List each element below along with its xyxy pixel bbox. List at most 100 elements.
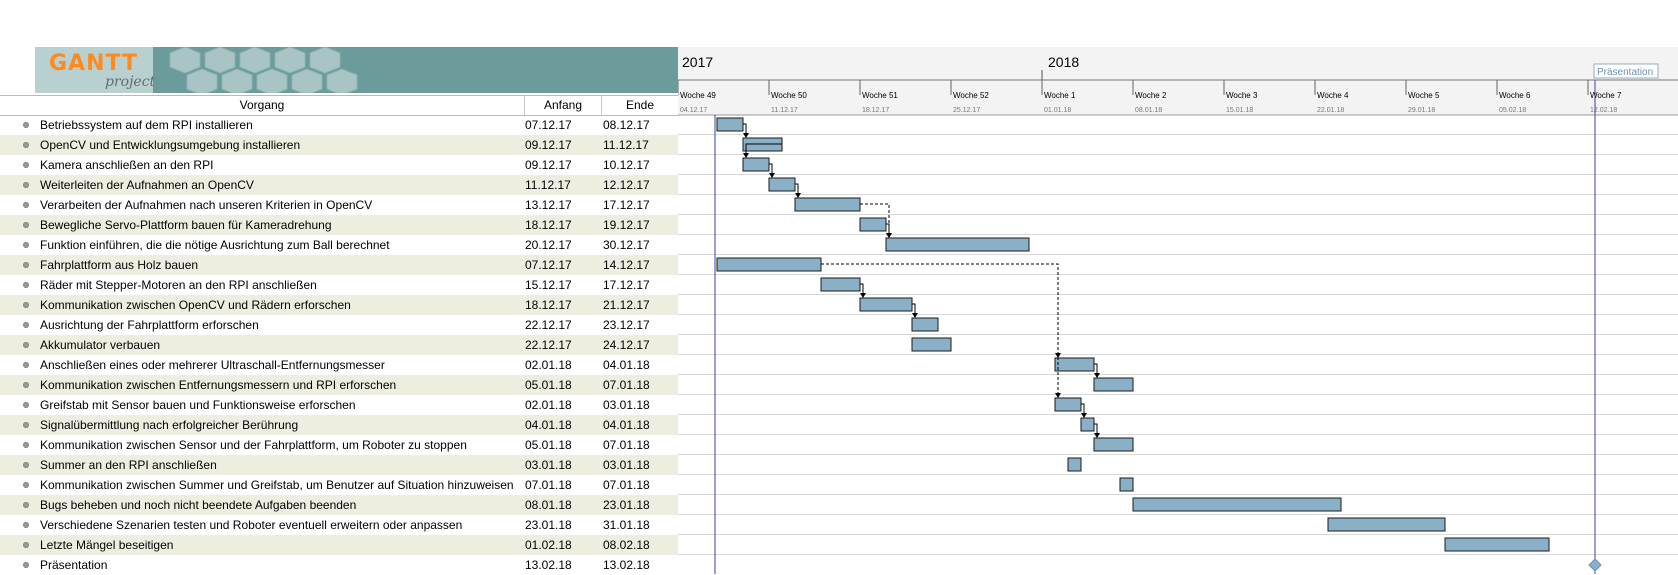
week-date: 05.02.18 <box>1499 107 1526 114</box>
task-name: Kommunikation zwischen Summer und Greifs… <box>40 478 514 492</box>
table-row[interactable]: Kommunikation zwischen Sensor und der Fa… <box>0 435 678 455</box>
table-row[interactable]: Akkumulator verbauen 22.12.17 24.12.17 <box>0 335 678 355</box>
week-date: 04.12.17 <box>680 107 707 114</box>
week-date: 25.12.17 <box>953 107 980 114</box>
table-row[interactable]: Ausrichtung der Fahrplattform erforschen… <box>0 315 678 335</box>
table-row[interactable]: Räder mit Stepper-Motoren an den RPI ans… <box>0 275 678 295</box>
bullet-icon <box>23 542 29 548</box>
task-end: 07.01.18 <box>603 478 650 492</box>
task-bar <box>1132 497 1342 512</box>
task-name: Kommunikation zwischen Entfernungsmesser… <box>40 378 397 392</box>
logo-band: GANTT project <box>35 47 678 93</box>
table-row[interactable]: Signalübermittlung nach erfolgreicher Be… <box>0 415 678 435</box>
table-row[interactable]: Bewegliche Servo-Plattform bauen für Kam… <box>0 215 678 235</box>
task-bar <box>859 297 913 312</box>
bullet-icon <box>23 502 29 508</box>
table-row[interactable]: Letzte Mängel beseitigen 01.02.18 08.02.18 <box>0 535 678 555</box>
task-bar <box>1067 457 1082 472</box>
task-name: Ausrichtung der Fahrplattform erforschen <box>40 318 259 332</box>
dependency-link <box>743 123 747 136</box>
task-end: 24.12.17 <box>603 338 650 352</box>
task-end: 04.01.18 <box>603 358 650 372</box>
column-header-end[interactable]: Ende <box>625 98 655 112</box>
bullet-icon <box>23 322 29 328</box>
task-table-header: Vorgang Anfang Ende <box>0 95 678 116</box>
dependency-arrow <box>1055 353 1061 358</box>
table-row[interactable]: Summer an den RPI anschließen 03.01.18 03.… <box>0 455 678 475</box>
task-name: Räder mit Stepper-Motoren an den RPI ans… <box>40 278 317 292</box>
logo-gantt-text: GANTT <box>49 51 139 76</box>
table-row[interactable]: Kommunikation zwischen Summer und Greifs… <box>0 475 678 495</box>
week-date: 29.01.18 <box>1408 107 1435 114</box>
table-row[interactable]: Funktion einführen, die die nötige Ausri… <box>0 235 678 255</box>
table-row[interactable]: Verarbeiten der Aufnahmen nach unseren K… <box>0 195 678 215</box>
task-bar <box>911 317 939 332</box>
week-label: Woche 5 <box>1408 91 1440 100</box>
task-name: Signalübermittlung nach erfolgreicher Be… <box>40 418 299 432</box>
dependency-arrow <box>860 293 866 298</box>
bullet-icon <box>23 522 29 528</box>
dependency-link <box>745 143 782 156</box>
milestone-label-box <box>1593 63 1659 79</box>
task-bar <box>911 337 952 352</box>
task-name: Greifstab mit Sensor bauen und Funktions… <box>40 398 356 412</box>
table-row[interactable]: OpenCV und Entwicklungsumgebung installi… <box>0 135 678 155</box>
table-row[interactable]: Kommunikation zwischen OpenCV und Rädern… <box>0 295 678 315</box>
week-date: 18.12.17 <box>862 107 889 114</box>
week-label: Woche 3 <box>1226 91 1258 100</box>
dependency-arrow <box>769 173 775 178</box>
table-row[interactable]: Betriebssystem auf dem RPI installieren 0… <box>0 115 678 135</box>
task-name: Bewegliche Servo-Plattform bauen für Kam… <box>40 218 332 232</box>
table-row[interactable]: Greifstab mit Sensor bauen und Funktions… <box>0 395 678 415</box>
bullet-icon <box>23 362 29 368</box>
table-row[interactable]: Bugs beheben und noch nicht beendete Auf… <box>0 495 678 515</box>
task-end: 14.12.17 <box>603 258 650 272</box>
week-label: Woche 52 <box>953 91 989 100</box>
task-name: Anschließen eines oder mehrerer Ultrasch… <box>40 358 385 372</box>
timeline-header-bg <box>678 47 1678 115</box>
task-start: 05.01.18 <box>525 438 572 452</box>
task-start: 02.01.18 <box>525 358 572 372</box>
bullet-icon <box>23 382 29 388</box>
task-bar <box>768 177 796 192</box>
bullet-icon <box>23 482 29 488</box>
task-bar <box>794 197 861 212</box>
task-bar <box>1327 517 1446 532</box>
table-row[interactable]: Kamera anschließen an den RPI 09.12.17 10.… <box>0 155 678 175</box>
task-start: 08.01.18 <box>525 498 572 512</box>
table-row[interactable]: Verschiedene Szenarien testen und Robote… <box>0 515 678 535</box>
bullet-icon <box>23 162 29 168</box>
dependency-link <box>1081 403 1085 416</box>
dependency-link <box>769 163 773 176</box>
task-start: 20.12.17 <box>525 238 572 252</box>
task-end: 30.12.17 <box>603 238 650 252</box>
task-bar <box>742 157 770 172</box>
bullet-icon <box>23 242 29 248</box>
week-date: 08.01.18 <box>1135 107 1162 114</box>
dependency-arrow <box>1081 413 1087 418</box>
week-label: Woche 4 <box>1317 91 1349 100</box>
task-name: Letzte Mängel beseitigen <box>40 538 174 552</box>
task-name: OpenCV und Entwicklungsumgebung installi… <box>40 138 301 152</box>
column-header-start[interactable]: Anfang <box>525 96 602 115</box>
task-bar <box>1093 377 1134 392</box>
task-start: 18.12.17 <box>525 218 572 232</box>
week-date: 22.01.18 <box>1317 107 1344 114</box>
column-header-name[interactable]: Vorgang <box>0 96 525 115</box>
table-row[interactable]: Fahrplattform aus Holz bauen 07.12.17 14.1… <box>0 255 678 275</box>
dependency-arrow <box>1055 393 1061 398</box>
task-end: 11.12.17 <box>603 138 649 152</box>
task-end: 04.01.18 <box>603 418 650 432</box>
year-label: 2018 <box>1048 54 1079 70</box>
task-start: 22.12.17 <box>525 318 572 332</box>
table-row[interactable]: Präsentation 13.02.18 13.02.18 <box>0 555 678 575</box>
bullet-icon <box>23 182 29 188</box>
task-table: Betriebssystem auf dem RPI installieren 0… <box>0 115 678 575</box>
task-start: 11.12.17 <box>525 178 571 192</box>
dependency-link <box>795 183 799 196</box>
milestone-label: Präsentation <box>1597 67 1653 78</box>
task-name: Präsentation <box>40 558 108 572</box>
table-row[interactable]: Weiterleiten der Aufnahmen an OpenCV 11.1… <box>0 175 678 195</box>
table-row[interactable]: Kommunikation zwischen Entfernungsmesser… <box>0 375 678 395</box>
table-row[interactable]: Anschließen eines oder mehrerer Ultrasch… <box>0 355 678 375</box>
